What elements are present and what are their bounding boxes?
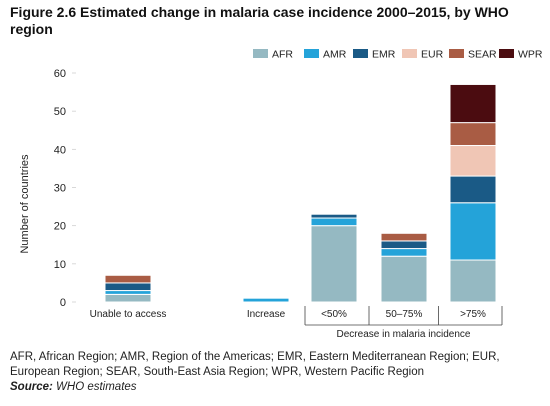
legend-swatch-amr bbox=[304, 49, 319, 58]
y-tick-label: 50 bbox=[54, 106, 66, 118]
x-tick-label-gt-75pct: >75% bbox=[460, 309, 486, 320]
legend-swatch-sear bbox=[449, 49, 464, 58]
abbreviations-note: AFR, African Region; AMR, Region of the … bbox=[10, 351, 500, 378]
bar-segment-eur-gt-75pct bbox=[449, 145, 497, 177]
bar-segment-emr-50-75pct bbox=[380, 240, 428, 250]
legend-label-sear: SEAR bbox=[468, 49, 497, 61]
legend-swatch-emr bbox=[353, 49, 368, 58]
source-line: Source: WHO estimates bbox=[10, 380, 542, 395]
x-tick-label-50-75pct: 50–75% bbox=[386, 309, 423, 320]
legend-swatch-wpr bbox=[499, 49, 514, 58]
legend-swatch-eur bbox=[402, 49, 417, 58]
bar-segment-amr-lt-50pct bbox=[310, 217, 358, 227]
bar-segment-emr-unable-to-access bbox=[104, 282, 152, 292]
decrease-bracket: Decrease in malaria incidence bbox=[304, 306, 503, 340]
y-tick-label: 30 bbox=[54, 183, 66, 195]
source-text: WHO estimates bbox=[56, 381, 137, 393]
y-tick-label: 20 bbox=[54, 221, 66, 233]
bar-segment-afr-unable-to-access bbox=[104, 293, 152, 303]
y-tick-label: 0 bbox=[60, 297, 66, 309]
legend-swatch-afr bbox=[253, 49, 268, 58]
y-tick-label: 60 bbox=[54, 68, 66, 80]
stacked-bar-chart: AFR AMR EMR EUR SEAR WPR Number of countries … bbox=[19, 49, 543, 341]
bar-segment-sear-50-75pct bbox=[380, 232, 428, 242]
figure-title: Figure 2.6 Estimated change in malaria c… bbox=[10, 4, 509, 37]
figure-notes: AFR, African Region; AMR, Region of the … bbox=[10, 350, 542, 395]
bar-segment-emr-lt-50pct bbox=[310, 213, 358, 219]
bar-segment-afr-gt-75pct bbox=[449, 259, 497, 303]
legend-label-amr: AMR bbox=[323, 49, 347, 61]
chart-legend: AFR AMR EMR EUR SEAR WPR bbox=[253, 49, 543, 61]
bars bbox=[104, 83, 497, 303]
y-axis-label: Number of countries bbox=[19, 154, 31, 254]
source-label: Source: bbox=[10, 381, 53, 393]
group-label: Decrease in malaria incidence bbox=[337, 329, 471, 340]
bar-segment-afr-50-75pct bbox=[380, 255, 428, 303]
x-tick-label-lt-50pct: <50% bbox=[321, 309, 347, 320]
x-axis-labels: Unable to access Increase <50% 50–75% >75% bbox=[90, 309, 486, 320]
y-tick-label: 40 bbox=[54, 144, 66, 156]
x-tick-label-increase: Increase bbox=[247, 309, 286, 320]
legend-label-eur: EUR bbox=[421, 49, 444, 61]
bar-segment-wpr-gt-75pct bbox=[449, 83, 497, 124]
y-axis: 0 10 20 30 40 50 60 bbox=[54, 68, 76, 309]
x-tick-label-unable-to-access: Unable to access bbox=[90, 309, 167, 320]
y-tick-label: 10 bbox=[54, 259, 66, 271]
legend-label-afr: AFR bbox=[272, 49, 293, 61]
bar-segment-sear-unable-to-access bbox=[104, 274, 152, 284]
bar-segment-amr-increase bbox=[242, 297, 290, 303]
bar-segment-amr-50-75pct bbox=[380, 248, 428, 257]
bar-segment-emr-gt-75pct bbox=[449, 175, 497, 204]
bar-segment-sear-gt-75pct bbox=[449, 122, 497, 147]
bar-segment-amr-gt-75pct bbox=[449, 202, 497, 261]
bar-segment-amr-unable-to-access bbox=[104, 290, 152, 295]
legend-label-wpr: WPR bbox=[518, 49, 543, 61]
legend-label-emr: EMR bbox=[372, 49, 396, 61]
bar-segment-afr-lt-50pct bbox=[310, 225, 358, 303]
